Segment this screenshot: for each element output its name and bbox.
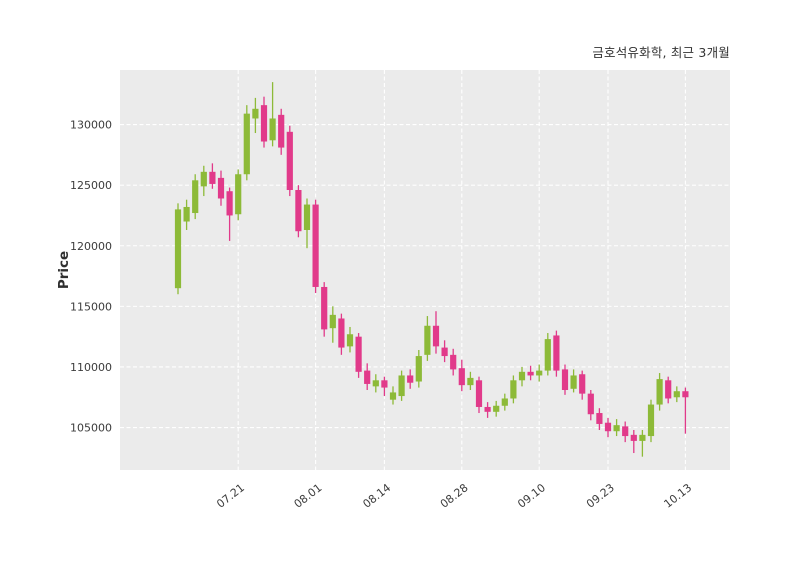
x-tick-label: 09.10	[515, 481, 548, 511]
candle-body	[604, 422, 612, 432]
x-tick-label: 08.28	[438, 481, 471, 511]
candle-body	[355, 336, 362, 372]
candle-body	[527, 371, 534, 376]
candle-body	[372, 380, 379, 387]
candle-body	[278, 114, 285, 148]
y-axis-label: Price	[56, 250, 72, 290]
candle-body	[432, 325, 440, 347]
candle-body	[596, 413, 603, 424]
candle-body	[200, 171, 207, 187]
candle-body	[518, 371, 526, 381]
candle-body	[389, 392, 397, 400]
candle-body	[364, 370, 371, 384]
plot-background	[120, 70, 730, 470]
candle-body	[536, 370, 543, 376]
candle-body	[587, 393, 594, 415]
y-tick-label: 115000	[70, 300, 112, 313]
y-tick-label: 125000	[70, 179, 112, 192]
candle-body	[544, 339, 551, 371]
candle-body	[235, 174, 242, 215]
candle-body	[639, 434, 646, 441]
candle-body	[321, 286, 328, 330]
candle-body	[192, 180, 199, 214]
candle-body	[183, 206, 190, 222]
candle-body	[441, 347, 448, 357]
candle-body	[579, 374, 586, 394]
candle-body	[338, 318, 345, 348]
candle-body	[329, 314, 336, 329]
candle-body	[570, 375, 577, 389]
candle-body	[553, 335, 560, 371]
candle-body	[269, 118, 276, 141]
candle-body	[484, 406, 491, 412]
y-tick-label: 110000	[70, 361, 112, 374]
candle-body	[665, 380, 672, 399]
y-tick-label: 105000	[70, 422, 112, 435]
x-tick-label: 10.13	[661, 481, 694, 511]
candle-body	[656, 379, 663, 405]
candle-body	[415, 356, 422, 382]
x-tick-label: 08.14	[360, 481, 393, 511]
candle-body	[209, 171, 216, 184]
candle-body	[613, 425, 620, 432]
y-tick-label: 120000	[70, 240, 112, 253]
candle-body	[174, 209, 182, 289]
candle-body	[226, 191, 233, 216]
candle-body	[630, 434, 637, 441]
candle-body	[346, 334, 354, 347]
candle-body	[243, 113, 250, 175]
chart-title: 금호석유화학, 최근 3개월	[592, 45, 730, 60]
candle-body	[467, 377, 474, 386]
candle-body	[510, 380, 517, 399]
candle-body	[286, 131, 293, 190]
candle-body	[407, 375, 414, 383]
candle-body	[252, 108, 259, 119]
x-tick-label: 09.23	[584, 481, 617, 511]
candle-body	[673, 391, 680, 398]
candle-body	[303, 204, 311, 230]
candle-body	[501, 398, 508, 406]
candle-body	[217, 177, 225, 199]
candle-body	[381, 380, 388, 388]
y-tick-label: 130000	[70, 119, 112, 132]
candle-body	[622, 426, 629, 437]
candle-body	[260, 105, 268, 142]
candle-body	[398, 375, 405, 397]
candle-body	[475, 380, 483, 407]
candle-body	[682, 391, 689, 398]
candle-body	[647, 404, 655, 437]
candle-body	[561, 369, 569, 390]
candle-body	[295, 190, 302, 232]
x-tick-label: 08.01	[292, 481, 325, 511]
candle-body	[493, 405, 500, 412]
x-tick-label: 07.21	[214, 481, 247, 511]
candle-body	[424, 325, 431, 355]
candle-body	[458, 368, 465, 386]
candle-body	[450, 354, 457, 370]
candle-body	[312, 204, 319, 287]
